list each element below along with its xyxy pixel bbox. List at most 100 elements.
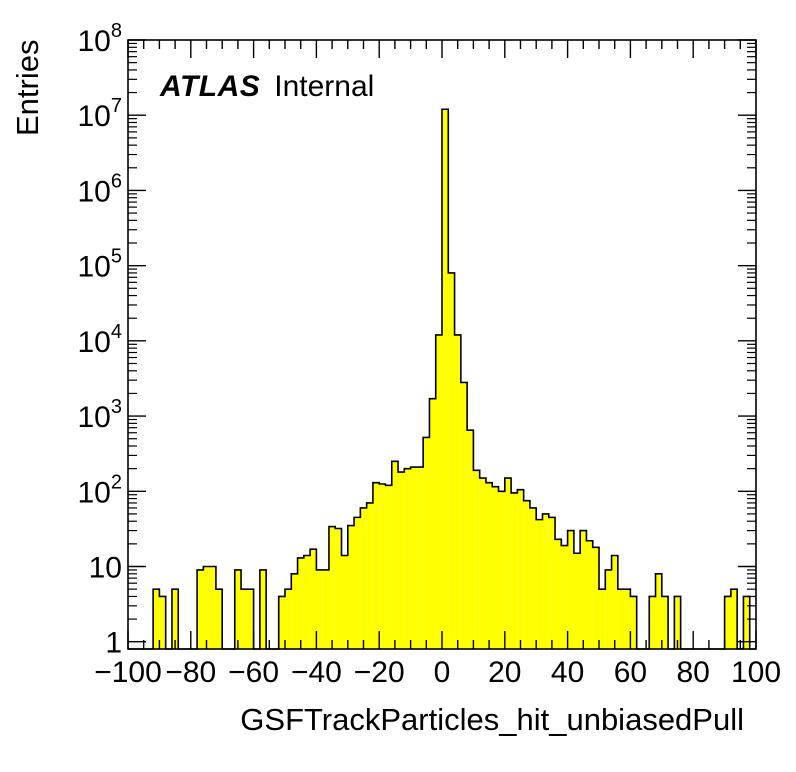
- histogram-bar: [316, 569, 323, 649]
- histogram-bar: [674, 596, 681, 649]
- histogram-bar: [561, 545, 568, 649]
- histogram-bar: [573, 553, 581, 649]
- x-axis-label: GSFTrackParticles_hit_unbiasedPull: [240, 702, 744, 737]
- x-tick-label: −60: [228, 656, 279, 689]
- histogram-bar: [197, 569, 204, 649]
- y-tick-label: 104: [78, 321, 123, 359]
- histogram-bar: [347, 525, 355, 649]
- y-tick-label: 102: [78, 471, 123, 509]
- histogram-bar: [297, 557, 304, 649]
- histogram-bar: [743, 596, 750, 649]
- histogram-bar: [159, 596, 166, 649]
- histogram-bar: [624, 589, 631, 649]
- histogram-bar: [303, 555, 311, 649]
- histogram-bar: [234, 569, 242, 649]
- histogram-bar: [611, 555, 618, 649]
- histogram-bar: [548, 517, 556, 649]
- x-tick-label: −40: [291, 656, 342, 689]
- histogram-bar: [429, 398, 436, 649]
- histogram-bar: [511, 492, 518, 649]
- x-tick-label: −100: [94, 656, 162, 689]
- histogram-bar: [498, 491, 505, 649]
- x-tick-label: −80: [165, 656, 216, 689]
- histogram-bar: [655, 573, 662, 649]
- x-tick-label: 100: [731, 656, 781, 689]
- histogram-bar: [661, 596, 669, 649]
- x-tick-label: 60: [614, 656, 647, 689]
- histogram-bar: [479, 478, 486, 649]
- histogram-bar: [153, 589, 160, 649]
- histogram-bar: [328, 526, 336, 649]
- histogram-bar: [724, 596, 731, 649]
- histogram-bar: [435, 334, 442, 649]
- histogram-bar: [310, 549, 317, 649]
- histogram-bar: [567, 530, 574, 649]
- y-tick-label: 106: [78, 170, 123, 208]
- histogram-bar: [209, 566, 216, 649]
- y-tick-label: 103: [78, 396, 123, 434]
- y-tick-label: 107: [78, 95, 123, 133]
- histogram-bar: [517, 489, 524, 649]
- atlas-experiment-label: ATLAS: [160, 70, 261, 103]
- histogram-bar: [605, 569, 612, 649]
- x-tick-label: 80: [677, 656, 710, 689]
- histogram-bar: [171, 589, 179, 649]
- histogram-bar: [366, 502, 373, 649]
- histogram-bar: [485, 482, 493, 649]
- histogram-bar: [247, 589, 254, 649]
- histogram-bar: [460, 382, 468, 649]
- histogram-bar: [372, 482, 380, 649]
- histogram-bar: [322, 569, 329, 649]
- x-tick-label: 40: [551, 656, 584, 689]
- histogram-bar: [215, 589, 223, 649]
- histogram-bar: [291, 573, 298, 649]
- atlas-status-label: Internal: [274, 70, 375, 103]
- histogram-bars: [153, 109, 750, 649]
- histogram-bar: [592, 547, 599, 649]
- histogram-bar: [203, 566, 210, 649]
- x-tick-label: −20: [354, 656, 405, 689]
- histogram-bar: [278, 596, 285, 649]
- histogram-bar: [341, 555, 348, 649]
- histogram-bar: [630, 596, 637, 649]
- histogram-bar: [542, 513, 549, 649]
- x-tick-label: 0: [434, 656, 451, 689]
- histogram-bar: [599, 589, 606, 649]
- histogram-bar: [385, 485, 392, 649]
- histogram-bar: [259, 569, 267, 649]
- histogram-bar: [492, 486, 499, 649]
- histogram-bar: [448, 272, 455, 649]
- histogram-bar: [335, 528, 342, 649]
- y-axis-label: Entries: [10, 39, 45, 136]
- histogram-bar: [241, 589, 248, 649]
- histogram-bar: [536, 519, 543, 649]
- atlas-label: ATLAS Internal: [160, 70, 374, 104]
- histogram-bar: [730, 589, 738, 649]
- y-tick-label: 1: [105, 627, 122, 660]
- histogram-bar: [529, 507, 537, 649]
- histogram-bar: [617, 589, 625, 649]
- histogram-bar: [391, 461, 399, 649]
- histogram-bar: [504, 478, 512, 649]
- y-tick-label: 105: [78, 246, 123, 284]
- histogram-bar: [473, 470, 480, 649]
- histogram-bar: [442, 109, 449, 649]
- histogram-bar: [398, 472, 405, 649]
- x-tick-label: 20: [488, 656, 521, 689]
- y-tick-label: 10: [89, 551, 122, 584]
- histogram-bar: [649, 596, 656, 649]
- histogram-bar: [285, 589, 292, 649]
- histogram-bar: [580, 530, 587, 649]
- histogram-bar: [379, 483, 386, 649]
- histogram-bar: [410, 467, 417, 649]
- histogram-bar: [586, 540, 593, 649]
- histogram-bar: [354, 517, 361, 649]
- histogram-bar: [416, 467, 424, 649]
- histogram-bar: [423, 437, 430, 649]
- y-tick-label: 108: [78, 20, 123, 58]
- histogram-bar: [523, 500, 530, 649]
- histogram-bar: [454, 334, 461, 649]
- histogram-bar: [555, 539, 562, 649]
